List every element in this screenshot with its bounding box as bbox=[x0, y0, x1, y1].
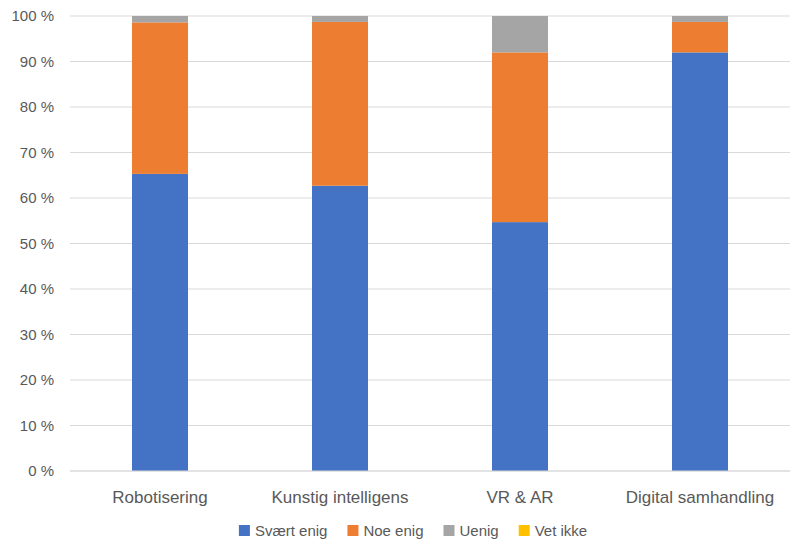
bar-segment bbox=[672, 52, 728, 471]
x-tick-label: Kunstig intelligens bbox=[271, 488, 408, 507]
y-tick-label: 70 % bbox=[20, 144, 54, 161]
legend-label: Uenig bbox=[459, 522, 498, 539]
bar-segment bbox=[132, 16, 188, 22]
bar-segment bbox=[492, 16, 548, 17]
y-tick-label: 60 % bbox=[20, 189, 54, 206]
y-tick-label: 20 % bbox=[20, 371, 54, 388]
bar-segment bbox=[132, 16, 188, 17]
bar-segment bbox=[672, 16, 728, 17]
legend-swatch bbox=[519, 525, 530, 536]
legend-swatch bbox=[347, 525, 358, 536]
legend: Svært enig Noe enig Uenig Vet ikke bbox=[239, 522, 587, 539]
legend-label: Vet ikke bbox=[535, 522, 588, 539]
bar-segment bbox=[672, 22, 728, 52]
y-tick-label: 10 % bbox=[20, 417, 54, 434]
grid-line bbox=[70, 471, 790, 472]
y-tick-label: 0 % bbox=[28, 462, 54, 479]
bar-segment bbox=[312, 186, 368, 471]
y-tick-label: 90 % bbox=[20, 53, 54, 70]
bar-segment bbox=[132, 174, 188, 471]
bar-segment bbox=[312, 16, 368, 17]
bar-segment bbox=[492, 52, 548, 222]
bar-segment bbox=[672, 16, 728, 22]
y-tick-label: 30 % bbox=[20, 326, 54, 343]
x-axis bbox=[70, 471, 790, 472]
y-tick-label: 80 % bbox=[20, 98, 54, 115]
x-tick-label: VR & AR bbox=[486, 488, 553, 507]
x-tick-label: Digital samhandling bbox=[626, 488, 774, 507]
bar-segment bbox=[312, 16, 368, 22]
legend-label: Svært enig bbox=[255, 522, 328, 539]
bar-segment bbox=[492, 16, 548, 52]
bar-segment bbox=[492, 222, 548, 471]
legend-label: Noe enig bbox=[363, 522, 423, 539]
y-tick-label: 40 % bbox=[20, 280, 54, 297]
y-tick-label: 100 % bbox=[11, 7, 54, 24]
bar-segment bbox=[132, 22, 188, 174]
x-tick-label: Robotisering bbox=[112, 488, 207, 507]
legend-swatch bbox=[239, 525, 250, 536]
y-tick-label: 50 % bbox=[20, 235, 54, 252]
chart: 0 % 10 % 20 % 30 % 40 % 50 % 60 % 70 % 80 % 90 % 1… bbox=[0, 0, 800, 553]
legend-swatch bbox=[443, 525, 454, 536]
bar-segment bbox=[312, 22, 368, 186]
